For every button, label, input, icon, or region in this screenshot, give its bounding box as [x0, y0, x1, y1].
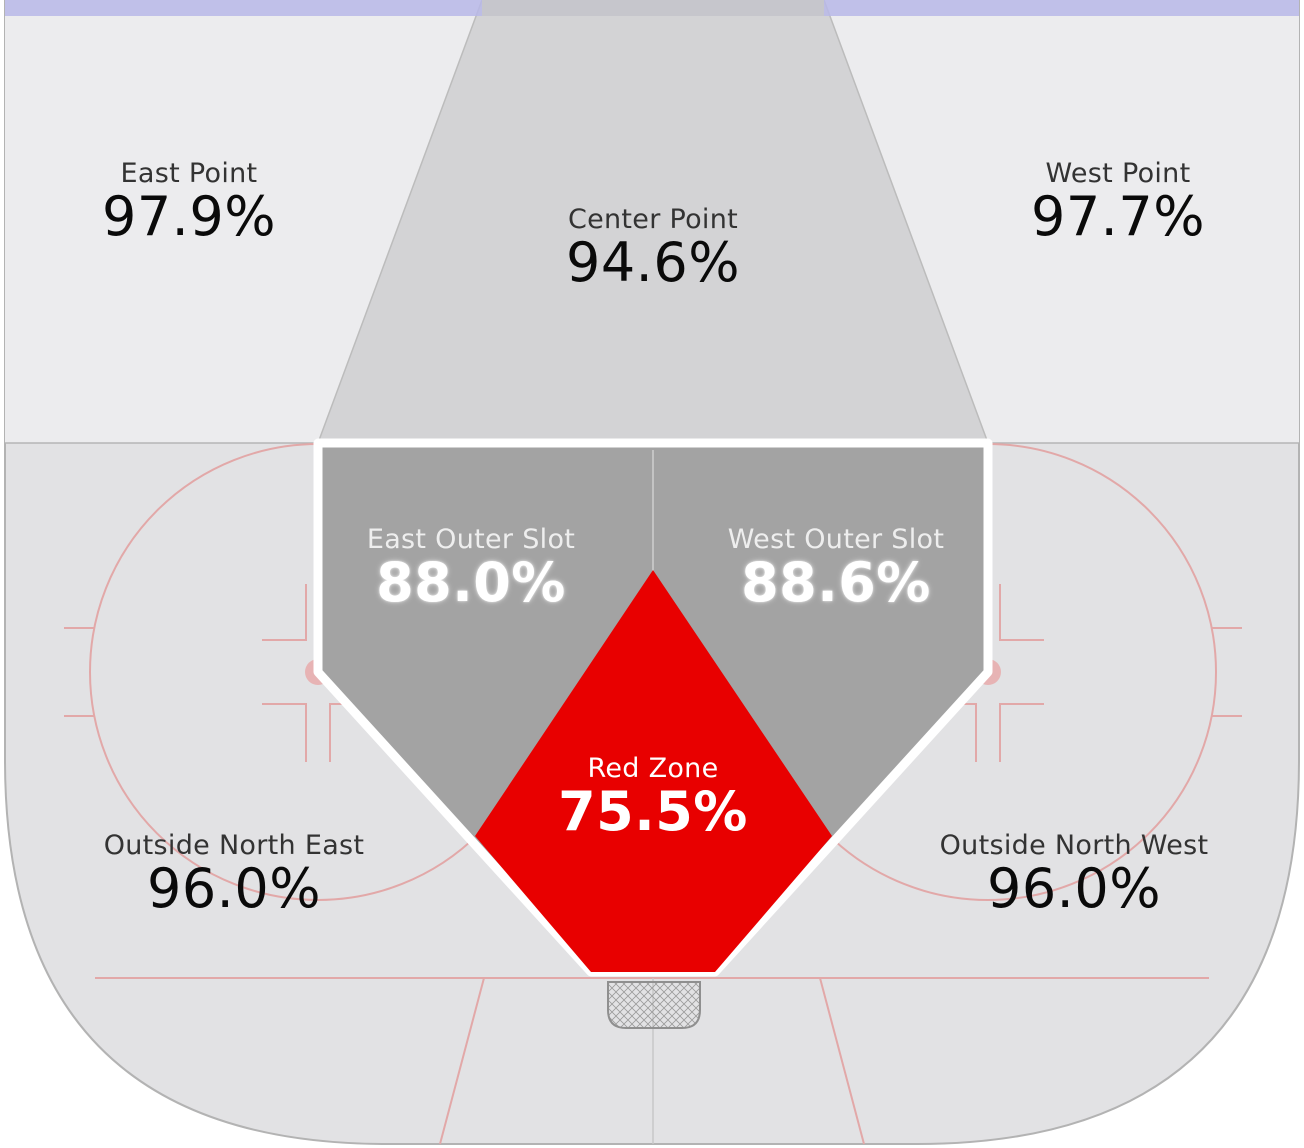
- goal-net: [607, 981, 701, 1029]
- center-point-name: Center Point: [567, 204, 739, 235]
- east-point-pct: 97.9%: [101, 185, 277, 248]
- west-outer-slot-label: West Outer Slot 88.6%: [706, 524, 966, 612]
- west-point-pct: 97.7%: [1030, 185, 1206, 248]
- east-outer-slot-name: East Outer Slot: [366, 524, 576, 555]
- red-zone-label: Red Zone 75.5%: [543, 753, 763, 841]
- east-outer-slot-label: East Outer Slot 88.0%: [341, 524, 601, 612]
- outside-north-west-name: Outside North West: [939, 830, 1209, 861]
- west-point-name: West Point: [1045, 158, 1191, 189]
- center-point-label: Center Point 94.6%: [538, 204, 768, 292]
- outside-north-east-name: Outside North East: [103, 830, 365, 861]
- outside-north-west-pct: 96.0%: [986, 857, 1162, 920]
- red-zone-name: Red Zone: [587, 753, 719, 784]
- west-outer-slot-pct: 88.6%: [741, 551, 931, 614]
- red-zone[interactable]: [475, 570, 832, 972]
- center-point-pct: 94.6%: [565, 231, 741, 294]
- red-zone-pct: 75.5%: [558, 780, 748, 843]
- east-outer-slot-pct: 88.0%: [376, 551, 566, 614]
- west-point-label: West Point 97.7%: [1018, 158, 1218, 246]
- west-outer-slot-name: West Outer Slot: [727, 524, 945, 555]
- east-point-name: East Point: [120, 158, 258, 189]
- outside-north-west-label: Outside North West 96.0%: [924, 830, 1224, 918]
- outside-north-east-label: Outside North East 96.0%: [89, 830, 379, 918]
- east-point-label: East Point 97.9%: [89, 158, 289, 246]
- outside-north-east-pct: 96.0%: [146, 857, 322, 920]
